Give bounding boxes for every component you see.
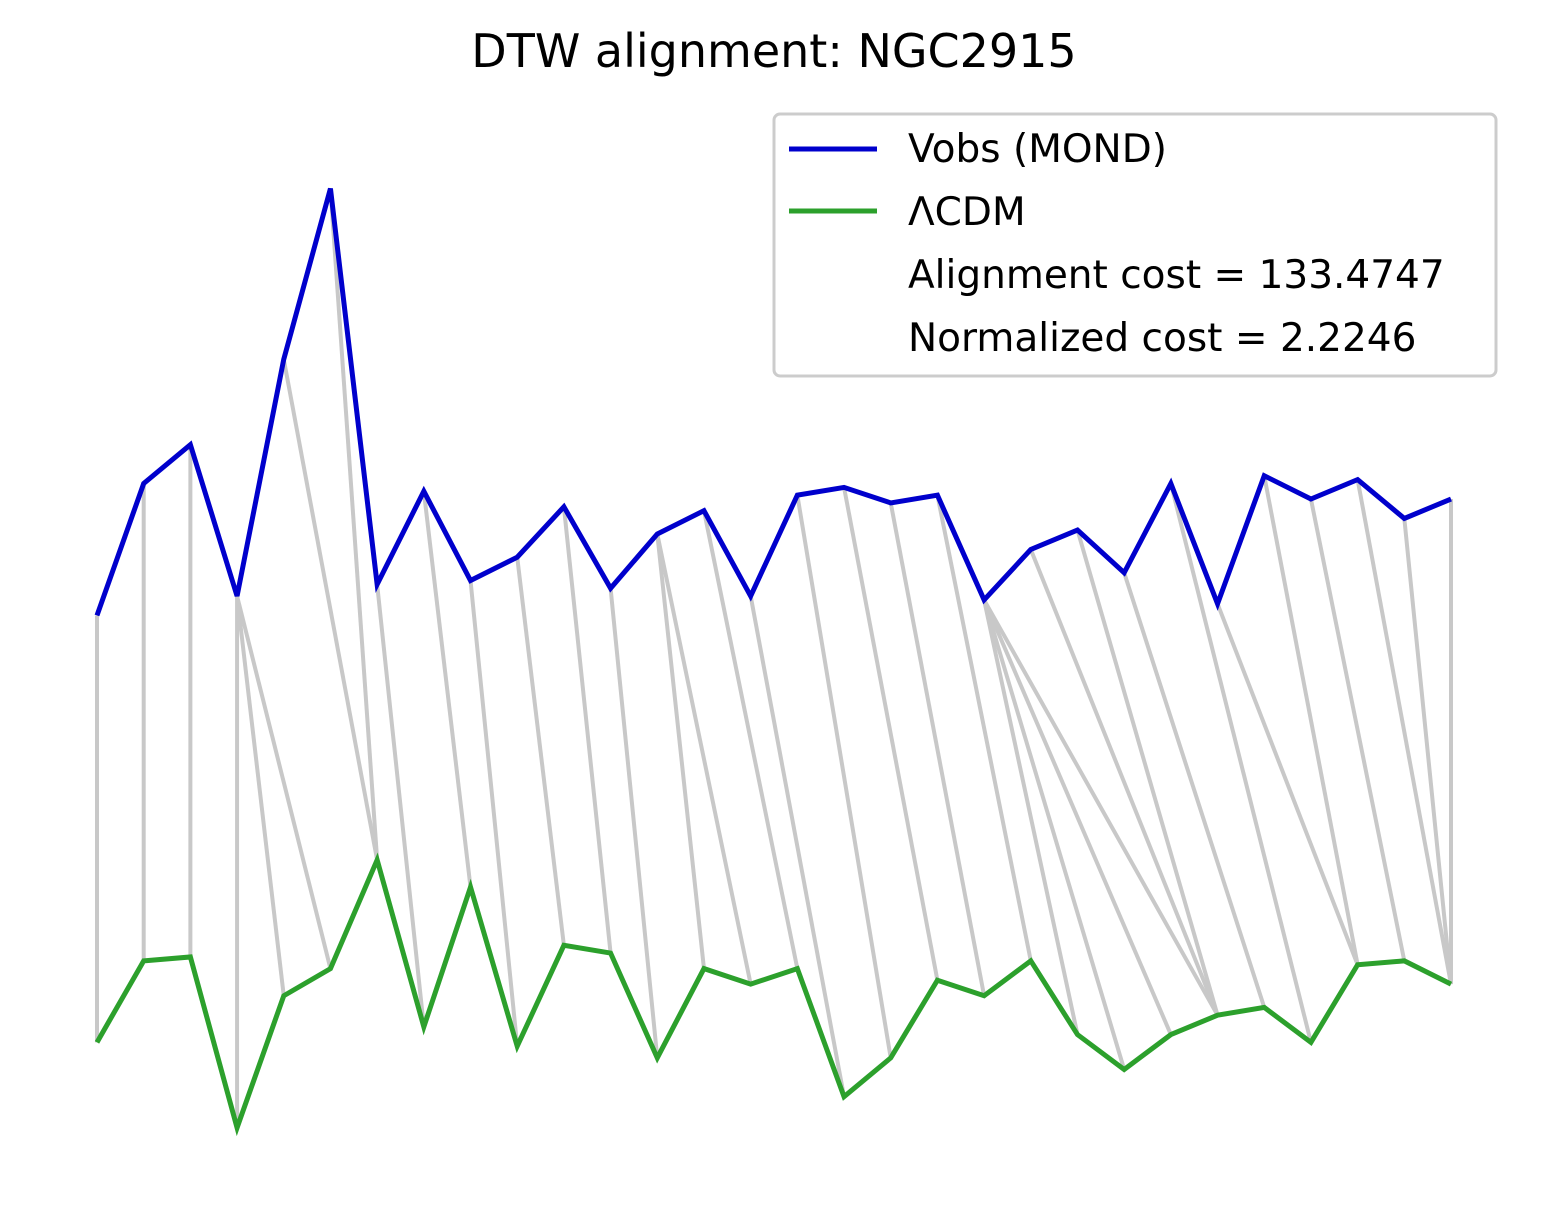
legend-label-lcdm: ΛCDM [908, 190, 1026, 235]
alignment-line [655, 533, 706, 969]
alignment-line [888, 502, 987, 997]
plot-area [94, 187, 1453, 1137]
alignment-line [328, 188, 380, 861]
alignment-line [702, 510, 800, 970]
legend-box [772, 112, 1498, 378]
alignment-line [281, 358, 380, 861]
legend-alignment-cost: Alignment cost = 133.4747 [908, 253, 1445, 298]
series-line [94, 187, 1452, 617]
alignment-line [515, 557, 566, 946]
alignment-line [982, 598, 1220, 1017]
alignment-line [1122, 572, 1267, 1009]
alignment-line [235, 595, 286, 997]
alignment-line [561, 506, 613, 954]
series-line [94, 852, 1453, 1137]
alignment-line [982, 599, 1127, 1071]
alignment-line [1262, 475, 1360, 966]
alignment-line [935, 494, 1033, 962]
legend-label-vobs: Vobs (MOND) [908, 127, 1167, 172]
alignment-line [375, 584, 426, 1028]
alignment-line [842, 487, 940, 981]
alignment-line [608, 588, 660, 1059]
alignment-line [795, 494, 893, 1059]
alignment-line [235, 595, 333, 970]
alignment-line [1028, 548, 1220, 1016]
alignment-line [1215, 603, 1360, 966]
alignment-line [468, 580, 520, 1047]
series-lines [94, 187, 1453, 1137]
legend-normalized-cost: Normalized cost = 2.2246 [908, 316, 1416, 361]
legend: Vobs (MOND) ΛCDM Alignment cost = 133.47… [772, 112, 1498, 378]
alignment-line [1168, 483, 1313, 1043]
alignment-line [748, 595, 847, 1098]
chart-title: DTW alignment: NGC2915 [471, 24, 1076, 78]
alignment-line [1402, 518, 1453, 985]
alignment-line [982, 599, 1173, 1036]
alignment-line [1308, 498, 1407, 962]
alignment-line [1355, 479, 1453, 985]
alignment-line [655, 533, 753, 985]
alignment-line [1075, 529, 1220, 1016]
alignment-line [421, 491, 473, 888]
alignment-lines [95, 188, 1453, 1128]
alignment-line [982, 599, 1080, 1035]
